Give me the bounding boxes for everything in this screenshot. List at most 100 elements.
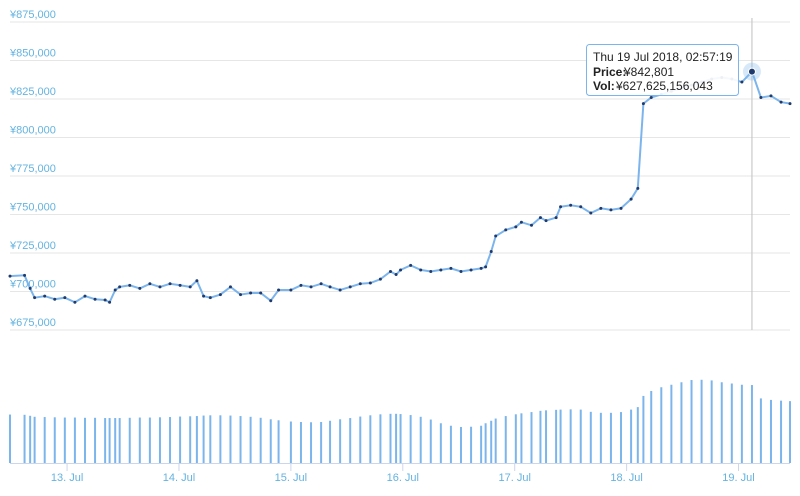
price-marker	[188, 285, 192, 289]
price-marker	[409, 263, 413, 267]
y-tick-label: ¥700,000	[9, 279, 56, 291]
price-marker	[619, 206, 623, 210]
y-tick-label: ¥725,000	[9, 240, 56, 252]
volume-bar	[23, 414, 26, 463]
y-tick-label: ¥850,000	[9, 48, 56, 60]
volume-bar	[259, 417, 262, 463]
price-marker	[168, 282, 172, 286]
volume-bar	[789, 401, 791, 463]
price-marker	[348, 285, 352, 289]
volume-bar	[399, 414, 402, 463]
volume-bar	[277, 420, 280, 463]
volume-bar	[439, 423, 442, 463]
price-marker	[239, 293, 243, 297]
price-marker	[544, 219, 548, 223]
price-marker	[554, 216, 558, 220]
volume-bar	[114, 418, 117, 463]
tooltip-volume: ¥627,625,156,043	[615, 79, 713, 93]
volume-bar	[429, 419, 432, 463]
volume-bar	[720, 382, 723, 463]
volume-bar	[690, 380, 693, 463]
volume-bar	[710, 380, 713, 463]
price-marker	[208, 296, 212, 300]
volume-bar	[490, 420, 493, 463]
volume-bar	[569, 409, 572, 463]
price-marker	[629, 197, 633, 201]
volume-bar	[53, 417, 56, 463]
price-marker	[479, 266, 483, 270]
price-marker	[309, 285, 313, 289]
volume-bar	[539, 410, 542, 463]
price-marker	[328, 285, 332, 289]
volume-bar	[138, 417, 141, 463]
tooltip-vol-label: Vol:	[593, 79, 615, 93]
x-tick-label: 15. Jul	[275, 472, 307, 484]
price-marker	[33, 296, 37, 300]
price-marker	[202, 294, 206, 298]
price-marker	[299, 283, 303, 287]
price-marker	[23, 273, 27, 277]
volume-bar	[104, 418, 107, 463]
price-marker	[636, 186, 640, 190]
price-marker	[569, 203, 573, 207]
volume-bar	[520, 413, 523, 463]
x-tick-label: 14. Jul	[163, 472, 195, 484]
y-tick-label: ¥775,000	[9, 163, 56, 175]
volume-bar	[480, 425, 483, 463]
price-marker	[641, 102, 645, 106]
volume-bar	[419, 416, 422, 463]
volume-bar	[494, 418, 497, 463]
price-marker	[338, 288, 342, 292]
volume-bar	[189, 416, 192, 463]
volume-bar	[63, 417, 66, 463]
volume-bar	[320, 422, 323, 463]
volume-bar	[219, 415, 222, 463]
price-marker	[28, 286, 32, 290]
volume-bar	[389, 413, 392, 463]
tooltip-box	[586, 44, 739, 96]
tooltip-price: ¥842,801	[623, 65, 674, 79]
volume-bar	[395, 413, 398, 463]
volume-bar	[609, 412, 612, 463]
tooltip-price-label: Price:	[593, 65, 626, 79]
price-marker	[484, 265, 488, 269]
volume-bar	[599, 412, 602, 463]
price-marker	[83, 294, 87, 298]
volume-bar	[239, 416, 242, 463]
y-tick-label: ¥750,000	[9, 202, 56, 214]
price-marker	[118, 285, 122, 289]
volume-bar	[339, 419, 342, 463]
volume-bar	[148, 417, 151, 463]
volume-bar	[750, 385, 753, 463]
volume-bar	[29, 415, 32, 463]
volume-bar	[504, 416, 507, 463]
volume-bar	[514, 414, 517, 463]
tooltip-date: Thu 19 Jul 2018, 02:57:19	[593, 50, 733, 64]
price-marker	[269, 299, 273, 303]
price-marker	[589, 211, 593, 215]
volume-bar	[33, 416, 36, 463]
price-marker	[419, 268, 423, 272]
price-marker	[494, 234, 498, 238]
volume-bar	[310, 422, 313, 463]
volume-bar	[459, 426, 462, 463]
price-marker	[394, 273, 398, 277]
y-tick-label: ¥875,000	[9, 9, 56, 21]
x-tick-label: 17. Jul	[498, 472, 530, 484]
price-marker	[277, 288, 281, 292]
volume-bar	[209, 415, 212, 463]
price-marker	[599, 206, 603, 210]
volume-bar	[759, 398, 762, 463]
volume-bar	[108, 418, 111, 463]
volume-bar	[195, 416, 198, 463]
volume-bar	[650, 390, 653, 463]
price-marker	[148, 282, 152, 286]
volume-bar	[660, 387, 663, 463]
volume-bar	[249, 416, 252, 463]
volume-bar	[730, 383, 733, 463]
volume-bar	[555, 409, 558, 463]
volume-bar	[379, 414, 382, 463]
price-marker	[439, 268, 443, 272]
